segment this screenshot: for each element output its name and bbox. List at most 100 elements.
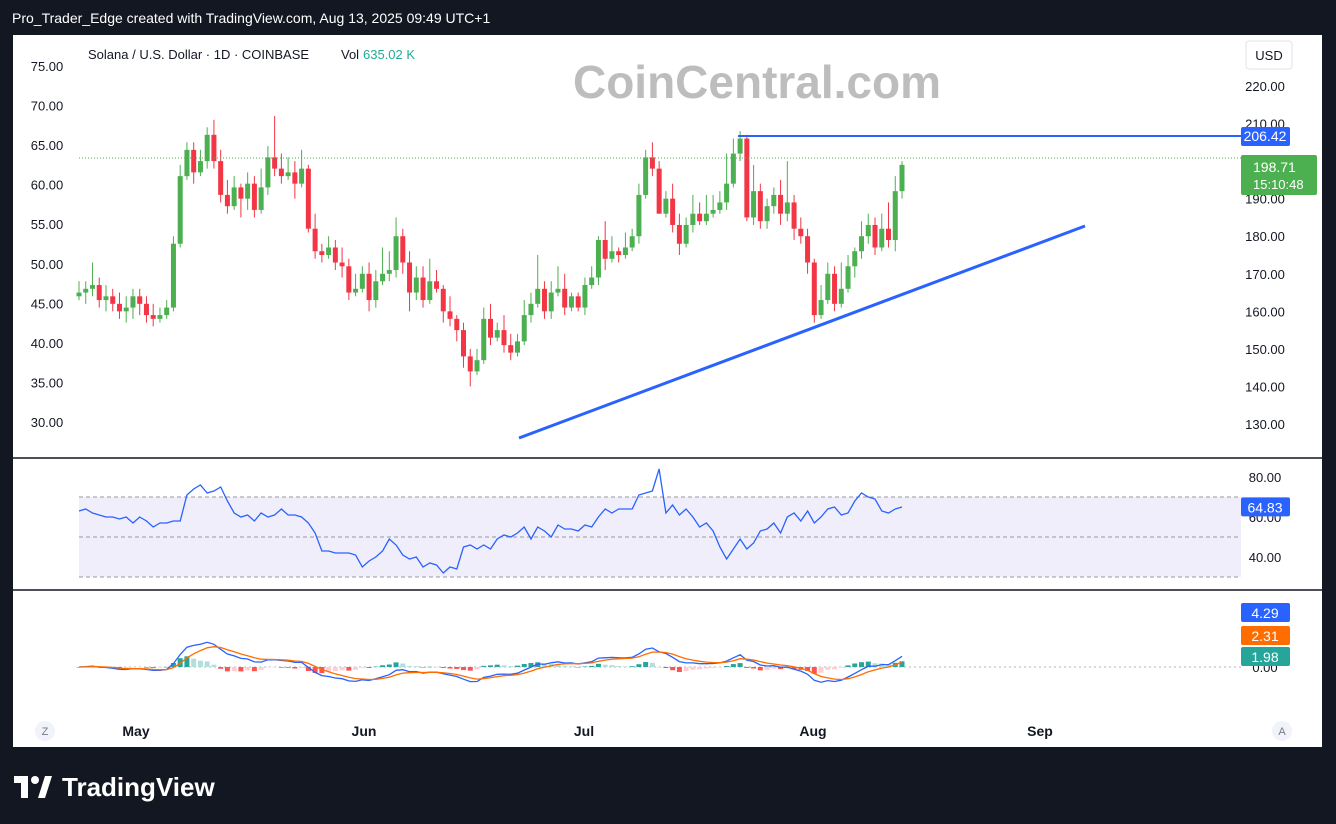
macd-histogram-bar bbox=[353, 667, 359, 670]
candle bbox=[676, 213, 682, 255]
candle-body bbox=[157, 315, 163, 319]
macd-histogram-bar bbox=[312, 667, 318, 674]
candle-body bbox=[420, 277, 426, 301]
candle-body bbox=[703, 213, 709, 222]
price-pane[interactable]: 220.00210.00190.00180.00170.00160.00150.… bbox=[31, 59, 1317, 440]
macd-histogram-bar bbox=[899, 661, 905, 667]
candle-body bbox=[96, 285, 102, 301]
candle-body bbox=[434, 281, 440, 289]
candle bbox=[474, 348, 480, 376]
price-axis-tick: 140.00 bbox=[1245, 379, 1285, 394]
candle-body bbox=[508, 345, 514, 353]
candle bbox=[224, 179, 230, 214]
candle bbox=[285, 157, 291, 180]
candle-body bbox=[137, 296, 143, 304]
chart-svg[interactable]: CoinCentral.com Solana / U.S. Dollar · 1… bbox=[13, 35, 1322, 747]
candle-body bbox=[359, 273, 365, 289]
candle-body bbox=[859, 236, 865, 252]
candle-body bbox=[791, 202, 797, 229]
candle-body bbox=[595, 239, 601, 278]
watermark: CoinCentral.com bbox=[573, 56, 941, 108]
currency-label: USD bbox=[1255, 48, 1282, 63]
candle bbox=[629, 228, 635, 252]
zoom-left-label: Z bbox=[42, 726, 49, 738]
macd-histogram-bar bbox=[447, 667, 453, 669]
signal-line bbox=[78, 646, 903, 681]
candle bbox=[872, 217, 878, 255]
candle-body bbox=[764, 206, 770, 222]
candle bbox=[751, 164, 757, 225]
price-axis-tick: 180.00 bbox=[1245, 229, 1285, 244]
candle-body bbox=[494, 330, 500, 338]
candle-body bbox=[737, 138, 743, 154]
macd-histogram-bar bbox=[488, 665, 493, 667]
candle-body bbox=[332, 247, 338, 263]
macd-histogram-bar bbox=[251, 667, 257, 672]
candle bbox=[76, 281, 82, 301]
candle-body bbox=[319, 251, 325, 255]
candle-body bbox=[852, 251, 858, 267]
macd-macd-label: 4.29 bbox=[1251, 605, 1278, 621]
candle bbox=[386, 251, 392, 282]
tradingview-logo[interactable]: TradingView bbox=[14, 770, 215, 804]
resistance-price-tag bbox=[1241, 127, 1290, 146]
candle bbox=[258, 168, 264, 214]
macd-histogram-bar bbox=[872, 663, 878, 667]
candle bbox=[595, 236, 601, 286]
candle-body bbox=[899, 164, 905, 192]
candle bbox=[670, 183, 676, 233]
candle bbox=[184, 142, 190, 180]
candle bbox=[373, 270, 379, 308]
chart-panel[interactable]: CoinCentral.com Solana / U.S. Dollar · 1… bbox=[13, 35, 1322, 747]
zoom-right-button[interactable] bbox=[1272, 721, 1292, 741]
candle bbox=[649, 142, 655, 177]
candle bbox=[656, 161, 662, 214]
candle bbox=[211, 119, 217, 169]
candle bbox=[89, 262, 95, 297]
candle bbox=[852, 247, 858, 278]
candle bbox=[265, 146, 271, 195]
macd-histogram-bar bbox=[400, 663, 406, 667]
candle-body bbox=[83, 288, 89, 293]
candle bbox=[380, 247, 386, 286]
macd-pane[interactable]: 0.004.292.311.98 bbox=[76, 603, 1291, 683]
candle-body bbox=[258, 187, 264, 210]
candle-body bbox=[845, 266, 851, 289]
left-axis-tick: 70.00 bbox=[31, 99, 64, 114]
macd-histogram-bar bbox=[859, 662, 865, 667]
candle-body bbox=[622, 247, 628, 255]
macd-histogram-bar bbox=[771, 667, 777, 669]
macd-histogram-bar bbox=[481, 665, 487, 667]
uptrend-line bbox=[518, 224, 1086, 440]
macd-histogram-bar bbox=[278, 667, 284, 668]
candle bbox=[191, 142, 197, 184]
time-axis[interactable]: May Jun Jul Aug Sep bbox=[122, 723, 1052, 739]
candle-body bbox=[676, 224, 682, 244]
candle-body bbox=[575, 296, 581, 308]
candle bbox=[582, 277, 588, 316]
macd-histogram-bar bbox=[616, 666, 622, 667]
candle bbox=[818, 285, 824, 319]
candle bbox=[407, 251, 413, 312]
macd-histogram-bar bbox=[852, 663, 858, 667]
currency-button[interactable] bbox=[1245, 40, 1293, 70]
candle-body bbox=[204, 134, 210, 162]
zoom-left-button[interactable] bbox=[35, 721, 55, 741]
macd-histogram-bar bbox=[764, 667, 770, 670]
macd-histogram-bar bbox=[440, 667, 446, 668]
candle-body bbox=[541, 288, 547, 312]
publish-line: Pro_Trader_Edge created with TradingView… bbox=[12, 10, 491, 26]
candle bbox=[231, 176, 237, 210]
candle-body bbox=[697, 213, 703, 222]
candle bbox=[366, 262, 372, 312]
left-axis-tick: 45.00 bbox=[31, 296, 64, 311]
candle bbox=[83, 281, 89, 304]
macd-histogram-bar bbox=[541, 663, 547, 667]
candle bbox=[865, 213, 871, 244]
left-axis-tick: 55.00 bbox=[31, 217, 64, 232]
candle bbox=[886, 202, 892, 248]
macd-histogram-bar bbox=[602, 664, 608, 667]
macd-histogram-bar bbox=[886, 664, 892, 667]
candle-body bbox=[562, 288, 568, 308]
